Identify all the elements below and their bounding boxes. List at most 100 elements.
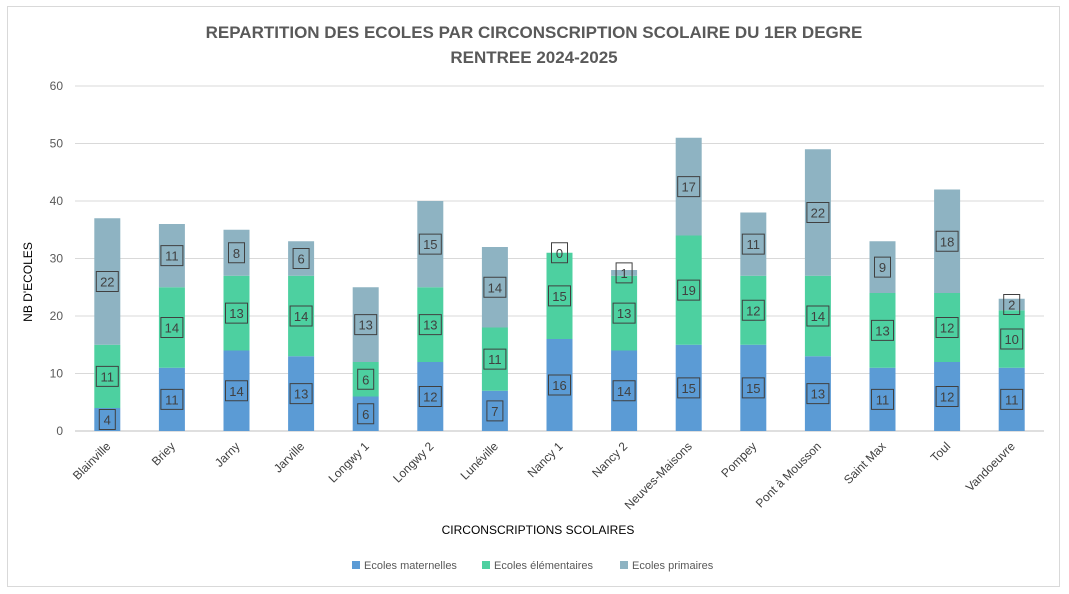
data-label-box xyxy=(806,305,830,327)
data-label-box xyxy=(871,388,894,410)
bar-stack: 14 13 1 xyxy=(611,262,638,431)
data-label: 19 xyxy=(681,283,695,298)
data-label: 14 xyxy=(811,309,825,324)
bar-stack: 4 11 22 xyxy=(94,218,121,431)
data-label-box xyxy=(292,248,310,269)
data-label: 14 xyxy=(488,280,502,295)
data-label-box xyxy=(935,386,959,407)
bar-segment xyxy=(611,350,638,431)
data-label-box xyxy=(741,299,765,321)
x-tick-label: Briey xyxy=(149,439,178,468)
bar-segment xyxy=(804,275,831,357)
data-label-box xyxy=(160,388,184,410)
x-axis-ticks: Blainville Briey Jarny Jarville Longwy 1 Long… xyxy=(70,439,1018,512)
data-label: 12 xyxy=(746,303,760,318)
data-label: 6 xyxy=(362,372,369,387)
legend-label: Ecoles primaires xyxy=(632,560,714,572)
x-tick-label: Jarny xyxy=(212,439,243,470)
data-label: 13 xyxy=(358,318,372,333)
data-label-box xyxy=(418,386,442,407)
bar-segment xyxy=(675,344,702,431)
x-tick-label: Nancy 2 xyxy=(589,439,630,480)
data-label: 13 xyxy=(875,323,889,338)
data-label-box xyxy=(228,242,245,264)
y-tick-label: 10 xyxy=(50,367,64,381)
bar-segment xyxy=(740,275,767,345)
bar-stack: 11 13 9 xyxy=(869,241,896,431)
bar-segment xyxy=(675,235,702,345)
bar-segment xyxy=(223,275,250,351)
data-label-box xyxy=(98,409,116,430)
x-tick-label: Lunéville xyxy=(458,439,502,483)
data-label-box xyxy=(1000,388,1024,410)
data-label-box xyxy=(486,400,504,422)
data-label: 12 xyxy=(423,390,437,405)
bar-segment xyxy=(94,218,121,345)
bar-stack: 14 13 8 xyxy=(223,229,250,431)
x-tick-label: Nancy 1 xyxy=(525,439,566,480)
bar-segment xyxy=(481,390,508,431)
bar-segment xyxy=(288,241,315,276)
data-label: 11 xyxy=(165,249,179,264)
data-label-box xyxy=(806,202,830,223)
bar-stack: 15 19 17 xyxy=(675,137,702,431)
data-label-box xyxy=(677,377,701,399)
data-label-box xyxy=(483,276,507,298)
legend-swatch xyxy=(482,561,490,569)
bar-segment xyxy=(611,270,638,276)
x-tick-label: Saint Max xyxy=(841,439,889,487)
data-label-box xyxy=(874,256,891,278)
bar-segment xyxy=(611,275,638,351)
data-label-box xyxy=(418,233,442,255)
legend-swatch xyxy=(352,561,360,569)
bars: 4112211141114138131466613121315711141615… xyxy=(94,137,1025,431)
bar-segment xyxy=(417,201,444,288)
bar-segment xyxy=(675,137,702,236)
data-label: 22 xyxy=(100,275,114,290)
bar-segment xyxy=(934,362,961,431)
data-label-box xyxy=(289,305,313,327)
legend-swatch xyxy=(620,561,628,569)
data-label: 15 xyxy=(423,237,437,252)
data-label-box xyxy=(357,403,375,425)
data-label-box xyxy=(160,245,184,267)
data-label-box xyxy=(95,271,119,292)
y-tick-label: 50 xyxy=(50,137,64,151)
data-label-box xyxy=(551,242,568,264)
data-label: 13 xyxy=(229,306,243,321)
data-label-box xyxy=(741,377,765,399)
data-label-box xyxy=(548,285,571,307)
data-label-box xyxy=(289,383,313,405)
bar-segment xyxy=(94,344,121,408)
bar-segment xyxy=(546,252,573,339)
data-label: 14 xyxy=(165,321,179,336)
bar-segment xyxy=(481,247,508,328)
y-tick-label: 60 xyxy=(50,79,64,93)
data-label: 0 xyxy=(556,246,563,261)
bar-stack: 16 15 0 xyxy=(546,242,573,431)
data-label-box xyxy=(1000,328,1024,350)
data-label: 13 xyxy=(423,318,437,333)
bar-segment xyxy=(481,327,508,391)
data-label-box xyxy=(935,317,959,338)
data-label: 12 xyxy=(940,390,954,405)
x-tick-label: Vandoeuvre xyxy=(963,439,1018,494)
y-tick-label: 40 xyxy=(50,194,64,208)
bar-stack: 11 10 2 xyxy=(998,294,1025,431)
x-axis-label: CIRCONSCRIPTIONS SCOLAIRES xyxy=(442,523,635,537)
data-label-box xyxy=(612,380,636,402)
data-label-box xyxy=(612,302,636,324)
x-tick-label: Jarville xyxy=(271,439,308,476)
bar-segment xyxy=(158,287,185,368)
bar-stack: 6 6 13 xyxy=(352,287,379,431)
data-label: 8 xyxy=(233,246,240,261)
x-tick-label: Longwy 1 xyxy=(326,439,372,485)
bar-segment xyxy=(998,310,1025,368)
x-tick-label: Neuves-Maisons xyxy=(622,439,695,512)
data-label: 11 xyxy=(165,392,179,407)
data-label: 14 xyxy=(229,384,243,399)
bar-segment xyxy=(158,224,185,288)
bar-stack: 13 14 22 xyxy=(804,149,831,431)
data-label-box xyxy=(871,319,894,341)
x-tick-label: Blainville xyxy=(70,439,114,483)
